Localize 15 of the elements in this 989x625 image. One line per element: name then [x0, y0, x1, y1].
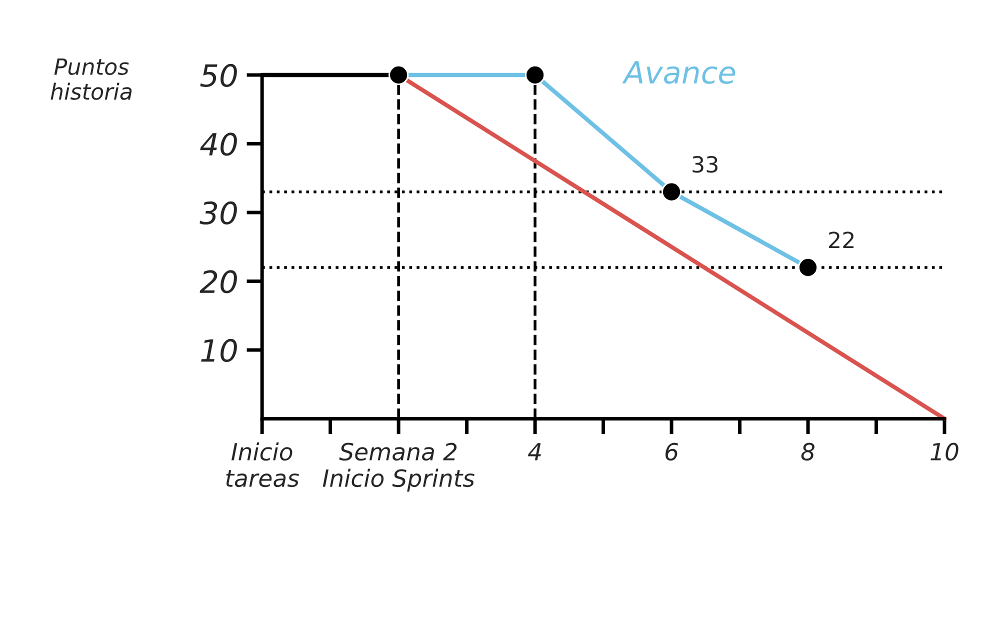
- y-axis-title: Puntos historia: [50, 58, 132, 100]
- data-label: 33: [692, 156, 718, 173]
- y-tick-label: 40: [200, 132, 237, 156]
- x-tick-label: 8: [801, 442, 814, 461]
- y-tick-label: 30: [200, 201, 237, 225]
- x-tick-label: Inicio tareas: [226, 442, 299, 488]
- y-tick-label: 50: [200, 64, 237, 88]
- y-tick-label: 20: [200, 270, 237, 294]
- x-tick-label: 10: [930, 442, 958, 461]
- series-label: Avance: [622, 61, 736, 84]
- x-tick-label: 6: [666, 442, 678, 461]
- x-tick-label: 4: [528, 443, 541, 460]
- data-label: 22: [829, 232, 854, 248]
- y-tick-label: 10: [201, 338, 237, 362]
- x-tick-label: Semana 2 Inicio Sprints: [322, 442, 474, 492]
